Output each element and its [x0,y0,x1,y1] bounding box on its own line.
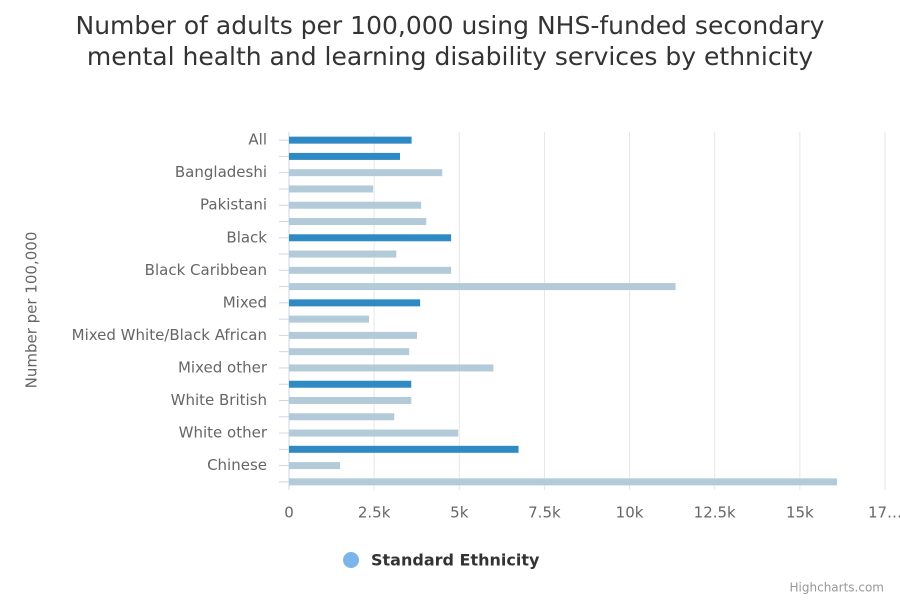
y-tick-label: Black Caribbean [145,261,267,279]
x-tick-label: 10k [616,504,644,522]
bar [289,283,676,291]
bar [289,266,452,274]
legend-label: Standard Ethnicity [371,551,540,570]
bar [289,201,422,209]
bar [289,152,401,160]
y-tick-label: White other [179,424,268,442]
bar [289,348,410,356]
x-tick-label: 17… [868,504,900,522]
bar [289,478,837,486]
y-tick-label: Mixed [223,293,267,311]
x-tick-label: 5k [450,504,469,522]
bar [289,169,443,177]
bar [289,413,395,421]
bar [289,462,341,470]
legend-symbol [343,552,359,568]
bar [289,429,459,437]
bar [289,218,427,225]
bar [289,250,397,258]
x-tick-label: 0 [284,504,294,522]
x-tick-label: 7.5k [528,504,561,522]
y-tick-label: Chinese [207,456,267,474]
bar [289,234,452,242]
bar [289,380,412,388]
chart-title: Number of adults per 100,000 using NHS-f… [75,11,825,71]
bar [289,364,494,372]
bar [289,299,421,307]
bar [289,331,418,339]
credits: Highcharts.com [790,581,884,595]
y-tick-label: Pakistani [200,196,267,214]
x-tick-label: 2.5k [358,504,391,522]
x-tick-label: 15k [786,504,814,522]
bar [289,445,519,453]
y-tick-label: Black [226,228,267,246]
y-tick-label: Mixed White/Black African [72,326,267,344]
x-tick-label: 12.5k [694,504,736,522]
bar [289,136,412,144]
bar [289,315,370,323]
y-axis-title: Number per 100,000 [23,232,41,389]
y-tick-label: Mixed other [178,358,268,376]
y-tick-label: All [248,131,267,149]
y-tick-label: Bangladeshi [175,163,267,181]
bar [289,397,412,404]
bar [289,185,374,193]
y-tick-label: White British [171,391,267,409]
